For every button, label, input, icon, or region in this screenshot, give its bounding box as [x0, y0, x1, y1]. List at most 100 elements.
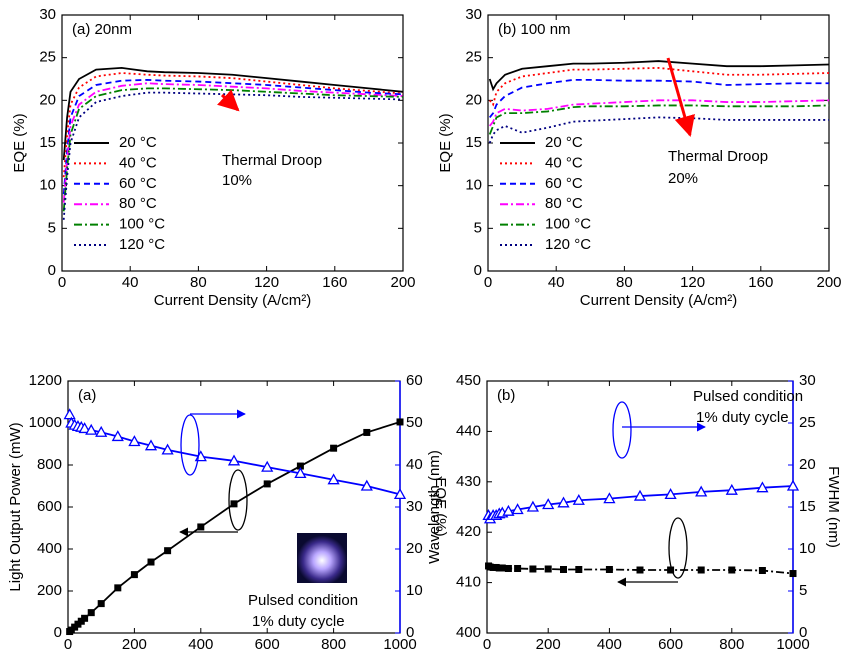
data-point — [164, 547, 172, 555]
series-line — [62, 91, 404, 220]
x-tick-label: 800 — [321, 636, 346, 651]
data-point — [87, 609, 95, 617]
indicator-oval — [612, 401, 632, 459]
panel: 0 200 400 600 800 100002004006008001000120001… — [7, 372, 449, 651]
y-tick-label: 400 — [37, 540, 62, 557]
y-tick-label: 20 — [465, 91, 482, 108]
x-tick-label: 40 — [548, 274, 565, 291]
data-point — [393, 488, 407, 500]
y-tick-label: 0 — [54, 624, 62, 641]
y2-tick-label: 10 — [799, 540, 816, 557]
x-tick-label: 200 — [536, 636, 561, 651]
legend-label: 80 °C — [119, 195, 157, 212]
data-point — [605, 565, 613, 573]
series-line — [62, 72, 404, 178]
y-tick-label: 25 — [465, 49, 482, 66]
data-point — [130, 571, 138, 579]
legend-label: 120 °C — [545, 236, 591, 253]
series-line — [487, 485, 794, 521]
y-axis-label: EQE (%) — [11, 113, 28, 172]
series-line — [489, 67, 830, 107]
data-point — [789, 570, 797, 578]
series-line — [62, 78, 404, 195]
y2-axis-label: FWHM (nm) — [825, 466, 842, 548]
x-tick-label: 200 — [816, 274, 841, 291]
panel: 0 40 80 120 160 200 0 5 10 15 20 25 30 Current Densit… — [437, 6, 842, 309]
y2-tick-label: 60 — [406, 372, 423, 389]
data-point — [63, 408, 76, 420]
x-tick-label: 160 — [748, 274, 773, 291]
data-point — [529, 565, 537, 573]
data-point — [542, 498, 555, 510]
y2-tick-label: 0 — [799, 624, 807, 641]
y2-tick-label: 0 — [406, 624, 414, 641]
data-point — [526, 500, 540, 512]
y2-tick-label: 30 — [406, 498, 423, 515]
x-tick-label: 400 — [597, 636, 622, 651]
data-point — [544, 565, 552, 573]
y-tick-label: 600 — [37, 498, 62, 515]
y2-tick-label: 25 — [799, 414, 816, 431]
data-point — [695, 485, 708, 497]
y-tick-label: 15 — [39, 134, 56, 151]
x-tick-label: 0 — [58, 274, 66, 291]
series-line — [62, 87, 404, 212]
y2-tick-label: 10 — [406, 582, 423, 599]
data-point — [114, 584, 122, 592]
data-point — [572, 493, 585, 505]
data-point — [230, 500, 238, 508]
plot-frame — [487, 14, 830, 272]
data-point — [111, 430, 124, 442]
y-tick-label: 200 — [37, 582, 62, 599]
y2-tick-label: 40 — [406, 456, 423, 473]
y-tick-label: 20 — [39, 91, 56, 108]
data-point — [144, 439, 158, 451]
data-point — [128, 435, 141, 447]
annotation: 1% duty cycle — [696, 409, 789, 426]
series-line — [489, 99, 830, 127]
y-tick-label: 800 — [37, 456, 62, 473]
y2-tick-label: 50 — [406, 414, 423, 431]
legend-label: 20 °C — [545, 134, 583, 151]
y2-tick-label: 20 — [799, 456, 816, 473]
data-point — [560, 565, 567, 573]
y-tick-label: 10 — [39, 177, 56, 194]
x-tick-label: 400 — [188, 636, 213, 651]
y-tick-label: 400 — [456, 624, 481, 641]
data-point — [758, 567, 766, 575]
legend-label: 40 °C — [545, 154, 583, 171]
x-tick-label: 0 — [483, 636, 491, 651]
y2-axis-label: EQE (%) — [432, 477, 449, 536]
y-tick-label: 410 — [456, 574, 481, 591]
data-point — [360, 479, 373, 491]
data-point — [504, 564, 512, 572]
series-line — [488, 60, 830, 92]
x-axis-label: Current Density (A/cm²) — [154, 292, 312, 309]
x-tick-label: 120 — [680, 274, 705, 291]
led-photo — [297, 533, 347, 583]
y-tick-label: 10 — [465, 177, 482, 194]
data-point — [633, 489, 647, 501]
legend-label: 60 °C — [119, 175, 157, 192]
arrow — [666, 57, 695, 138]
annotation: Thermal Droop — [222, 152, 322, 169]
data-point — [85, 423, 98, 435]
x-axis-label: Current Density (A/cm²) — [580, 292, 738, 309]
x-tick-label: 0 — [64, 636, 72, 651]
data-point — [161, 443, 174, 455]
x-tick-label: 200 — [122, 636, 147, 651]
series-line — [62, 82, 404, 203]
data-point — [147, 558, 155, 566]
x-tick-label: 1000 — [383, 636, 416, 651]
data-point — [725, 483, 738, 495]
x-tick-label: 1000 — [776, 636, 809, 651]
legend-label: 120 °C — [119, 236, 165, 253]
indicator-oval — [228, 469, 248, 531]
data-point — [363, 428, 371, 436]
plot-frame — [61, 14, 404, 272]
panel-label: (a) 20nm — [72, 21, 132, 38]
y-tick-label: 30 — [39, 6, 56, 23]
data-point — [197, 523, 205, 531]
